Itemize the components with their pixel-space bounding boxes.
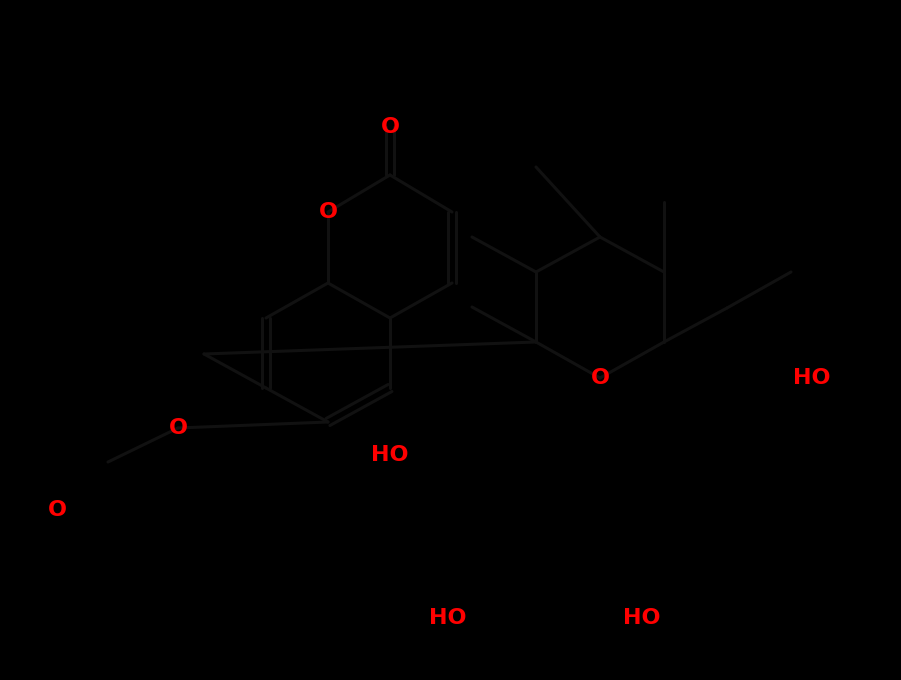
Text: HO: HO bbox=[429, 608, 467, 628]
Text: O: O bbox=[318, 202, 338, 222]
Text: HO: HO bbox=[623, 608, 660, 628]
Text: O: O bbox=[590, 368, 609, 388]
Text: O: O bbox=[48, 500, 67, 520]
Text: HO: HO bbox=[371, 445, 409, 465]
Text: O: O bbox=[168, 418, 187, 438]
Text: HO: HO bbox=[793, 368, 831, 388]
Text: O: O bbox=[380, 117, 399, 137]
